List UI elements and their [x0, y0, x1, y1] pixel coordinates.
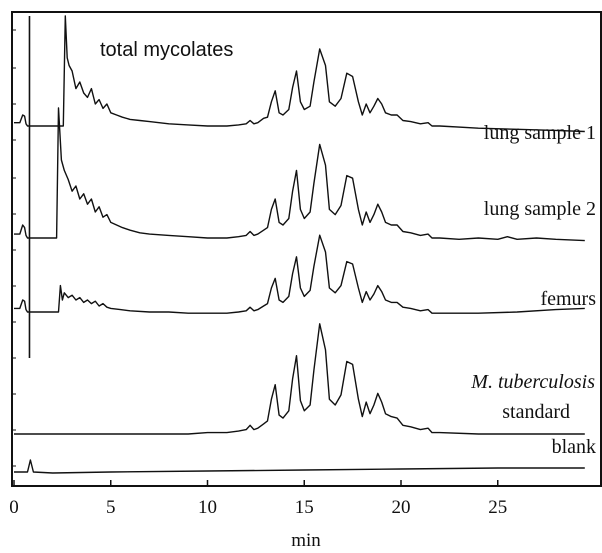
blank-label: blank [552, 436, 596, 458]
x-tick-label: 15 [295, 497, 314, 518]
x-tick-label: 20 [392, 497, 411, 518]
x-tick-label: 10 [198, 497, 217, 518]
tuberculosis-species-name: M. tuberculosis [470, 371, 595, 393]
lung-sample-1-trace [14, 15, 585, 133]
trace-group [14, 15, 585, 474]
x-tick-label: 25 [488, 497, 507, 518]
tuberculosis-standard-label: M. tuberculosis standard [470, 371, 600, 423]
plot-frame [11, 11, 602, 487]
lung-sample-2-label: lung sample 2 [484, 198, 596, 220]
x-tick-label: 5 [106, 497, 116, 518]
standard-word: standard [502, 401, 570, 423]
total-mycolates-annotation: total mycolates [100, 39, 233, 61]
blank-trace [14, 459, 585, 474]
tuberculosis-standard-trace [14, 323, 585, 435]
x-axis-title: min [291, 530, 321, 551]
lung-sample-1-label: lung sample 1 [484, 122, 596, 144]
femurs-trace [14, 234, 585, 314]
x-tick-label: 0 [9, 497, 19, 518]
x-tick-group: 0 5 10 15 20 25 [9, 29, 507, 518]
femurs-label: femurs [540, 288, 596, 310]
lung-sample-2-trace [14, 107, 585, 242]
